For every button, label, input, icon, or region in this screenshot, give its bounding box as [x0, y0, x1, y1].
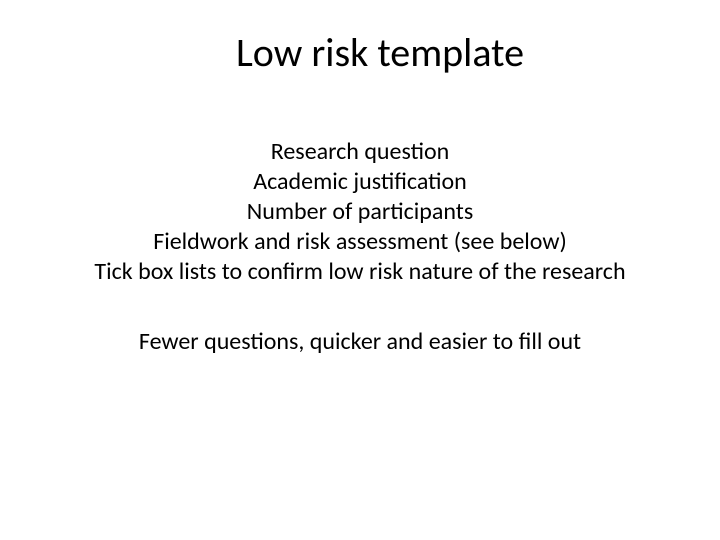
summary-line: Fewer questions, quicker and easier to f… [60, 327, 660, 357]
bullet-item: Fieldwork and risk assessment (see below… [60, 227, 660, 257]
body-block: Research question Academic justification… [60, 137, 660, 287]
slide-title: Low risk template [100, 28, 660, 77]
bullet-item: Number of participants [60, 197, 660, 227]
bullet-item: Academic justification [60, 167, 660, 197]
bullet-item: Tick box lists to confirm low risk natur… [60, 257, 660, 287]
bullet-item: Research question [60, 137, 660, 167]
slide: Low risk template Research question Acad… [0, 0, 720, 540]
